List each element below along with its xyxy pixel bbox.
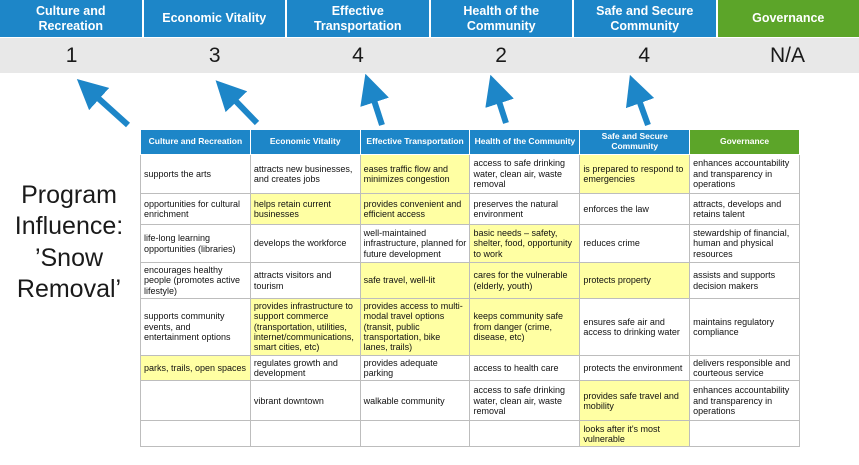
influence-arrows xyxy=(76,73,655,128)
matrix-cell-enhances-accountability-and-transparency: enhances accountability and transparency… xyxy=(689,154,800,194)
pillar-score-culture-and-recreation: 1 xyxy=(65,43,78,67)
matrix-cell-provides-convenient-and-efficient: provides convenient and efficient access xyxy=(359,193,471,225)
matrix-cell-walkable-community: walkable community xyxy=(359,380,471,422)
matrix-cell-provides-safe-travel-and: provides safe travel and mobility xyxy=(579,380,691,422)
matrix-cell-protects-the-environment: protects the environment xyxy=(579,354,691,382)
matrix-cell-attracts-visitors-and-tourism: attracts visitors and tourism xyxy=(249,261,361,300)
matrix-row: life-long learning opportunities (librar… xyxy=(140,224,800,263)
matrix-cell-empty xyxy=(689,420,800,448)
matrix-row: supports the arts attracts new businesses… xyxy=(140,154,800,194)
matrix-cell-enforces-the-law: enforces the law xyxy=(579,193,691,225)
matrix-cell-regulates-growth-and-development: regulates growth and development xyxy=(249,354,361,382)
pillar-header-governance: Governance xyxy=(717,0,859,37)
matrix-cell-ensures-safe-air-and: ensures safe air and access to drinking … xyxy=(579,298,691,356)
matrix-cell-supports-community-events-and: supports community events, and entertain… xyxy=(140,298,251,356)
matrix-cell-provides-infrastructure-to-support: provides infrastructure to support comme… xyxy=(249,298,361,356)
influence-arrow-safety xyxy=(625,74,655,127)
pillar-header-culture-and-recreation: Culture and Recreation xyxy=(0,0,142,37)
pillar-header-safe-and-secure-community: Safe and Secure Community xyxy=(574,0,716,37)
matrix-header-governance: Governance xyxy=(689,129,800,155)
matrix-cell-keeps-community-safe-from: keeps community safe from danger (crime,… xyxy=(469,298,581,356)
matrix-cell-empty xyxy=(140,380,251,422)
matrix-header-safe-and-secure-community: Safe and Secure Community xyxy=(579,129,691,155)
matrix-row: looks after it's most vulnerable xyxy=(140,420,800,448)
matrix-cell-empty xyxy=(249,420,361,448)
matrix-cell-well-maintained-infrastructure-planned: well-maintained infrastructure, planned … xyxy=(359,224,471,263)
influence-arrow-economic xyxy=(215,80,260,126)
matrix-cell-empty xyxy=(469,420,581,448)
matrix-header-culture-and-recreation: Culture and Recreation xyxy=(140,129,251,155)
matrix-header-economic-vitality: Economic Vitality xyxy=(249,129,361,155)
matrix-cell-enhances-accountability-and-transparency: enhances accountability and transparency… xyxy=(689,380,800,422)
pillar-score-health-of-the-community: 2 xyxy=(495,43,507,67)
matrix-cell-safe-travel-well-lit: safe travel, well-lit xyxy=(359,261,471,300)
pillar-header-effective-transportation: Effective Transportation xyxy=(287,0,429,37)
matrix-cell-empty xyxy=(359,420,471,448)
matrix-cell-empty xyxy=(140,420,251,448)
matrix-cell-provides-adequate-parking: provides adequate parking xyxy=(359,354,471,382)
pillar-score-safe-and-secure-community: 4 xyxy=(638,43,651,67)
matrix-cell-opportunities-for-cultural-enrichment: opportunities for cultural enrichment xyxy=(140,193,251,225)
matrix-cell-helps-retain-current-businesses: helps retain current businesses xyxy=(249,193,361,225)
program-title: Program Influence: ’Snow Removal’ xyxy=(14,181,124,303)
pillar-score-economic-vitality: 3 xyxy=(208,43,221,67)
matrix-cell-encourages-healthy-people-promotes: encourages healthy people (promotes acti… xyxy=(140,261,251,300)
matrix-row: opportunities for cultural enrichment hel… xyxy=(140,193,800,225)
matrix-cell-is-prepared-to-respond: is prepared to respond to emergencies xyxy=(579,154,691,194)
matrix-cell-delivers-responsible-and-courteous: delivers responsible and courteous servi… xyxy=(689,354,800,382)
pillar-score-governance: N/A xyxy=(769,43,805,67)
pillar-score-effective-transportation: 4 xyxy=(352,43,364,67)
matrix-cell-maintains-regulatory-compliance: maintains regulatory compliance xyxy=(689,298,800,356)
matrix-cell-preserves-the-natural-environment: preserves the natural environment xyxy=(469,193,581,225)
matrix-cell-attracts-new-businesses-and: attracts new businesses, and creates job… xyxy=(249,154,361,194)
influence-arrow-culture xyxy=(76,78,131,128)
pillar-header-health-of-the-community: Health of the Community xyxy=(430,0,572,37)
pillar-header-economic-vitality: Economic Vitality xyxy=(143,0,285,37)
summary-header-row: Culture and Recreation Economic Vitality E… xyxy=(0,0,859,37)
matrix-cell-provides-access-to-multi: provides access to multi-modal travel op… xyxy=(359,298,471,356)
matrix-row: parks, trails, open spaces regulates grow… xyxy=(140,354,800,382)
matrix-cell-develops-the-workforce: develops the workforce xyxy=(249,224,361,263)
matrix-cell-parks-trails-open-spaces: parks, trails, open spaces xyxy=(140,354,251,382)
matrix-cell-supports-the-arts: supports the arts xyxy=(140,154,251,194)
matrix-row: encourages healthy people (promotes acti… xyxy=(140,261,800,300)
matrix-row: vibrant downtown walkable community access… xyxy=(140,380,800,422)
matrix-header-health-of-the-community: Health of the Community xyxy=(469,129,581,155)
matrix-header-effective-transportation: Effective Transportation xyxy=(359,129,471,155)
matrix-cell-access-to-safe-drinking: access to safe drinking water, clean air… xyxy=(469,154,581,194)
matrix-cell-basic-needs-safety-shelter: basic needs – safety, shelter, food, opp… xyxy=(469,224,581,263)
matrix-cell-assists-and-supports-decision: assists and supports decision makers xyxy=(689,261,800,300)
matrix-cell-vibrant-downtown: vibrant downtown xyxy=(249,380,361,422)
matrix-cell-access-to-safe-drinking: access to safe drinking water, clean air… xyxy=(469,380,581,422)
matrix-cell-protects-property: protects property xyxy=(579,261,691,300)
matrix-cell-access-to-health-care: access to health care xyxy=(469,354,581,382)
matrix-cell-stewardship-of-financial-human: stewardship of financial, human and phys… xyxy=(689,224,800,263)
matrix-row: supports community events, and entertain… xyxy=(140,298,800,356)
influence-arrow-transportation xyxy=(360,73,389,126)
summary-score-row: 1 3 4 2 4 N/A xyxy=(0,38,859,73)
influence-matrix: Culture and Recreation Economic Vitality E… xyxy=(140,129,800,448)
matrix-header-row: Culture and Recreation Economic Vitality E… xyxy=(140,129,800,155)
matrix-cell-life-long-learning-opportunities: life-long learning opportunities (librar… xyxy=(140,224,251,263)
matrix-cell-reduces-crime: reduces crime xyxy=(579,224,691,263)
matrix-cell-eases-traffic-flow-and: eases traffic flow and minimizes congest… xyxy=(359,154,471,194)
matrix-cell-attracts-develops-and-retains: attracts, develops and retains talent xyxy=(689,193,800,225)
influence-arrow-health xyxy=(485,74,514,124)
matrix-cell-cares-for-the-vulnerable: cares for the vulnerable (elderly, youth… xyxy=(469,261,581,300)
matrix-cell-looks-after-it-s: looks after it's most vulnerable xyxy=(579,420,691,448)
